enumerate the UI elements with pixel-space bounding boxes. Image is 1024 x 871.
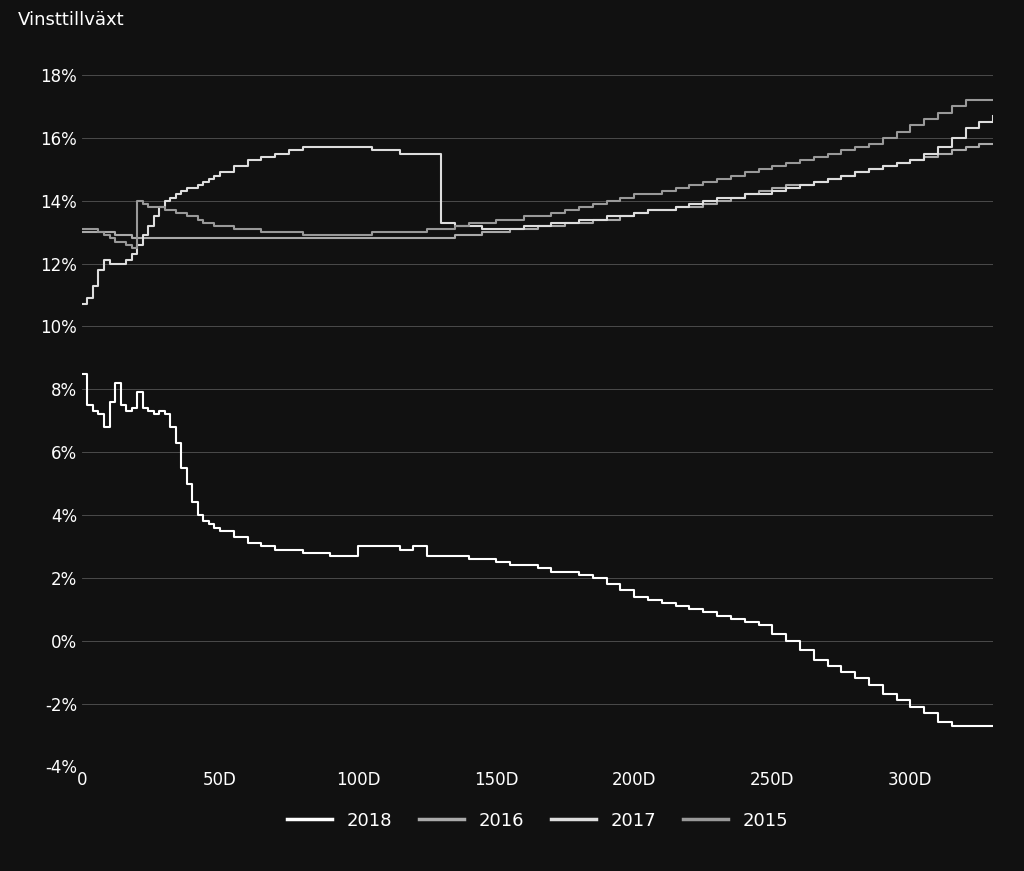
2018 [766, 629, 778, 639]
2016 [186, 233, 199, 244]
Line: 2015: 2015 [82, 100, 993, 248]
2017 [987, 111, 999, 121]
2015 [76, 224, 88, 234]
2016 [974, 138, 986, 149]
2016 [408, 233, 420, 244]
2017 [203, 173, 215, 184]
2018 [198, 517, 210, 527]
Line: 2017: 2017 [82, 116, 993, 305]
2015 [959, 95, 972, 105]
2017 [738, 189, 751, 199]
Line: 2016: 2016 [82, 144, 993, 239]
2015 [753, 164, 765, 174]
Line: 2018: 2018 [82, 374, 993, 726]
2015 [208, 220, 220, 231]
2015 [987, 95, 999, 105]
2016 [987, 138, 999, 149]
2018 [738, 617, 751, 627]
2017 [198, 177, 210, 187]
2017 [76, 300, 88, 310]
2018 [203, 519, 215, 530]
2018 [946, 720, 958, 731]
2015 [203, 218, 215, 228]
2015 [780, 158, 793, 168]
2016 [203, 233, 215, 244]
2015 [186, 211, 199, 221]
2018 [76, 368, 88, 379]
Legend: 2018, 2016, 2017, 2015: 2018, 2016, 2017, 2015 [280, 805, 796, 837]
2018 [180, 478, 193, 489]
2015 [126, 243, 138, 253]
2017 [766, 186, 778, 197]
2016 [753, 186, 765, 197]
Text: Vinsttillväxt: Vinsttillväxt [18, 11, 125, 29]
2015 [408, 227, 420, 238]
2016 [208, 233, 220, 244]
2016 [126, 233, 138, 244]
2018 [987, 720, 999, 731]
2018 [393, 544, 406, 555]
2016 [780, 179, 793, 190]
2016 [76, 227, 88, 238]
2017 [180, 183, 193, 193]
2017 [393, 148, 406, 159]
